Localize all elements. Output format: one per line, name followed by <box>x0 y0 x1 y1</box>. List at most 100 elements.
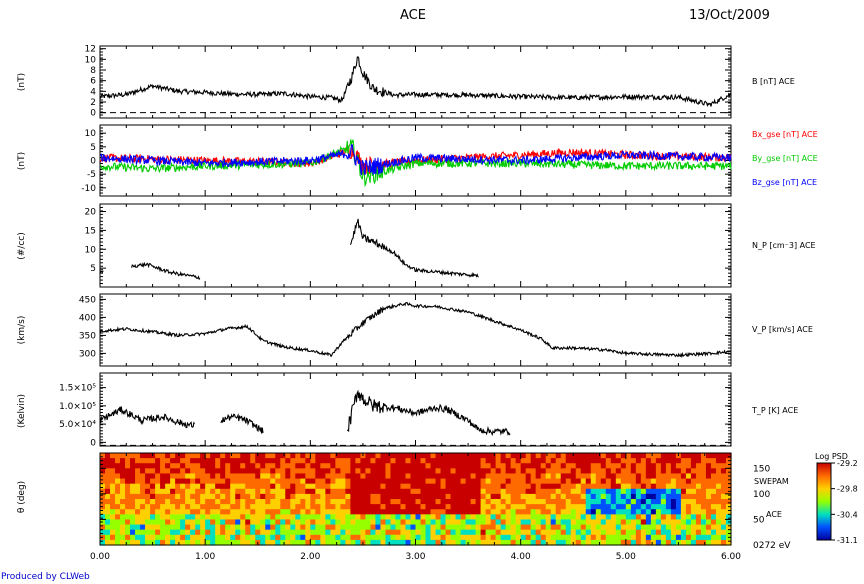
heatmap-cell <box>370 473 377 480</box>
heatmap-cell <box>370 463 377 469</box>
heatmap-cell <box>355 524 362 531</box>
heatmap-cell <box>300 534 306 541</box>
heatmap-cell <box>340 534 346 541</box>
heatmap-cell <box>350 478 357 485</box>
heatmap-cell <box>465 509 472 515</box>
heatmap-cell <box>625 478 632 485</box>
heatmap-cell <box>245 514 251 521</box>
heatmap-cell <box>345 534 351 541</box>
heatmap-cell <box>135 488 141 495</box>
heatmap-cell <box>500 458 507 464</box>
heatmap-cell <box>415 458 422 464</box>
heatmap-cell <box>545 509 552 515</box>
heatmap-cell <box>585 468 592 475</box>
heatmap-cell <box>235 534 241 541</box>
heatmap-cell <box>620 539 627 546</box>
heatmap-cell <box>480 539 487 546</box>
heatmap-cell <box>315 493 321 500</box>
heatmap-cell <box>555 453 562 459</box>
heatmap-cell <box>555 458 562 464</box>
heatmap-cell <box>640 463 647 469</box>
heatmap-cell <box>430 463 437 469</box>
heatmap-cell <box>245 483 251 490</box>
colorbar-tick-label: -29.2 <box>837 459 858 468</box>
heatmap-cell <box>665 499 672 505</box>
heatmap-cell <box>115 519 121 526</box>
heatmap-cell <box>265 499 271 505</box>
heatmap-cell <box>565 529 572 536</box>
heatmap-cell <box>150 534 156 541</box>
heatmap-cell <box>440 483 447 490</box>
heatmap-cell <box>155 509 161 515</box>
heatmap-cell <box>665 463 672 469</box>
heatmap-cell <box>305 488 311 495</box>
heatmap-cell <box>455 539 462 546</box>
heatmap-cell <box>540 509 547 515</box>
heatmap-cell <box>695 539 702 546</box>
heatmap-cell <box>645 458 652 464</box>
heatmap-cell <box>390 504 397 510</box>
heatmap-cell <box>300 483 306 490</box>
heatmap-cell <box>495 473 502 480</box>
heatmap-cell <box>555 539 562 546</box>
heatmap-cell <box>590 488 597 495</box>
heatmap-cell <box>400 519 407 526</box>
heatmap-cell <box>325 493 331 500</box>
heatmap-cell <box>140 483 146 490</box>
heatmap-cell <box>350 519 357 526</box>
heatmap-cell <box>720 524 727 531</box>
heatmap-cell <box>545 478 552 485</box>
heatmap-cell <box>675 473 682 480</box>
heatmap-cell <box>315 514 321 521</box>
heatmap-cell <box>520 483 527 490</box>
heatmap-cell <box>290 539 296 546</box>
heatmap-cell <box>305 463 311 469</box>
heatmap-cell <box>190 529 196 536</box>
heatmap-cell <box>380 463 387 469</box>
heatmap-cell <box>465 524 472 531</box>
heatmap-cell <box>250 529 256 536</box>
heatmap-cell <box>520 509 527 515</box>
heatmap-cell <box>125 453 131 459</box>
heatmap-cell <box>675 488 682 495</box>
heatmap-cell <box>130 463 136 469</box>
heatmap-cell <box>295 534 301 541</box>
heatmap-cell <box>515 519 522 526</box>
heatmap-cell <box>515 534 522 541</box>
heatmap-cell <box>155 468 161 475</box>
heatmap-cell <box>560 529 567 536</box>
heatmap-cell <box>140 493 146 500</box>
heatmap-cell <box>345 473 351 480</box>
heatmap-cell <box>235 468 241 475</box>
heatmap-cell <box>165 534 171 541</box>
heatmap-cell <box>390 534 397 541</box>
heatmap-cell <box>185 468 191 475</box>
heatmap-cell <box>180 524 186 531</box>
heatmap-cell <box>330 499 336 505</box>
heatmap-cell <box>500 473 507 480</box>
heatmap-cell <box>300 499 306 505</box>
heatmap-cell <box>320 529 326 536</box>
heatmap-cell <box>220 473 226 480</box>
heatmap-cell <box>300 473 306 480</box>
y-tick-label: 400 <box>79 313 96 323</box>
heatmap-cell <box>660 493 667 500</box>
heatmap-cell <box>165 488 171 495</box>
heatmap-cell <box>530 493 537 500</box>
heatmap-cell <box>475 458 482 464</box>
heatmap-cell <box>280 483 286 490</box>
heatmap-cell <box>490 478 497 485</box>
heatmap-cell <box>250 509 256 515</box>
heatmap-cell <box>425 478 432 485</box>
heatmap-cell <box>520 453 527 459</box>
heatmap-cell <box>420 504 427 510</box>
heatmap-cell <box>450 473 457 480</box>
heatmap-cell <box>295 493 301 500</box>
heatmap-cell <box>335 534 341 541</box>
heatmap-cell <box>680 509 687 515</box>
heatmap-cell <box>355 468 362 475</box>
heatmap-cell <box>420 499 427 505</box>
heatmap-cell <box>310 529 316 536</box>
heatmap-cell <box>515 488 522 495</box>
heatmap-cell <box>610 468 617 475</box>
